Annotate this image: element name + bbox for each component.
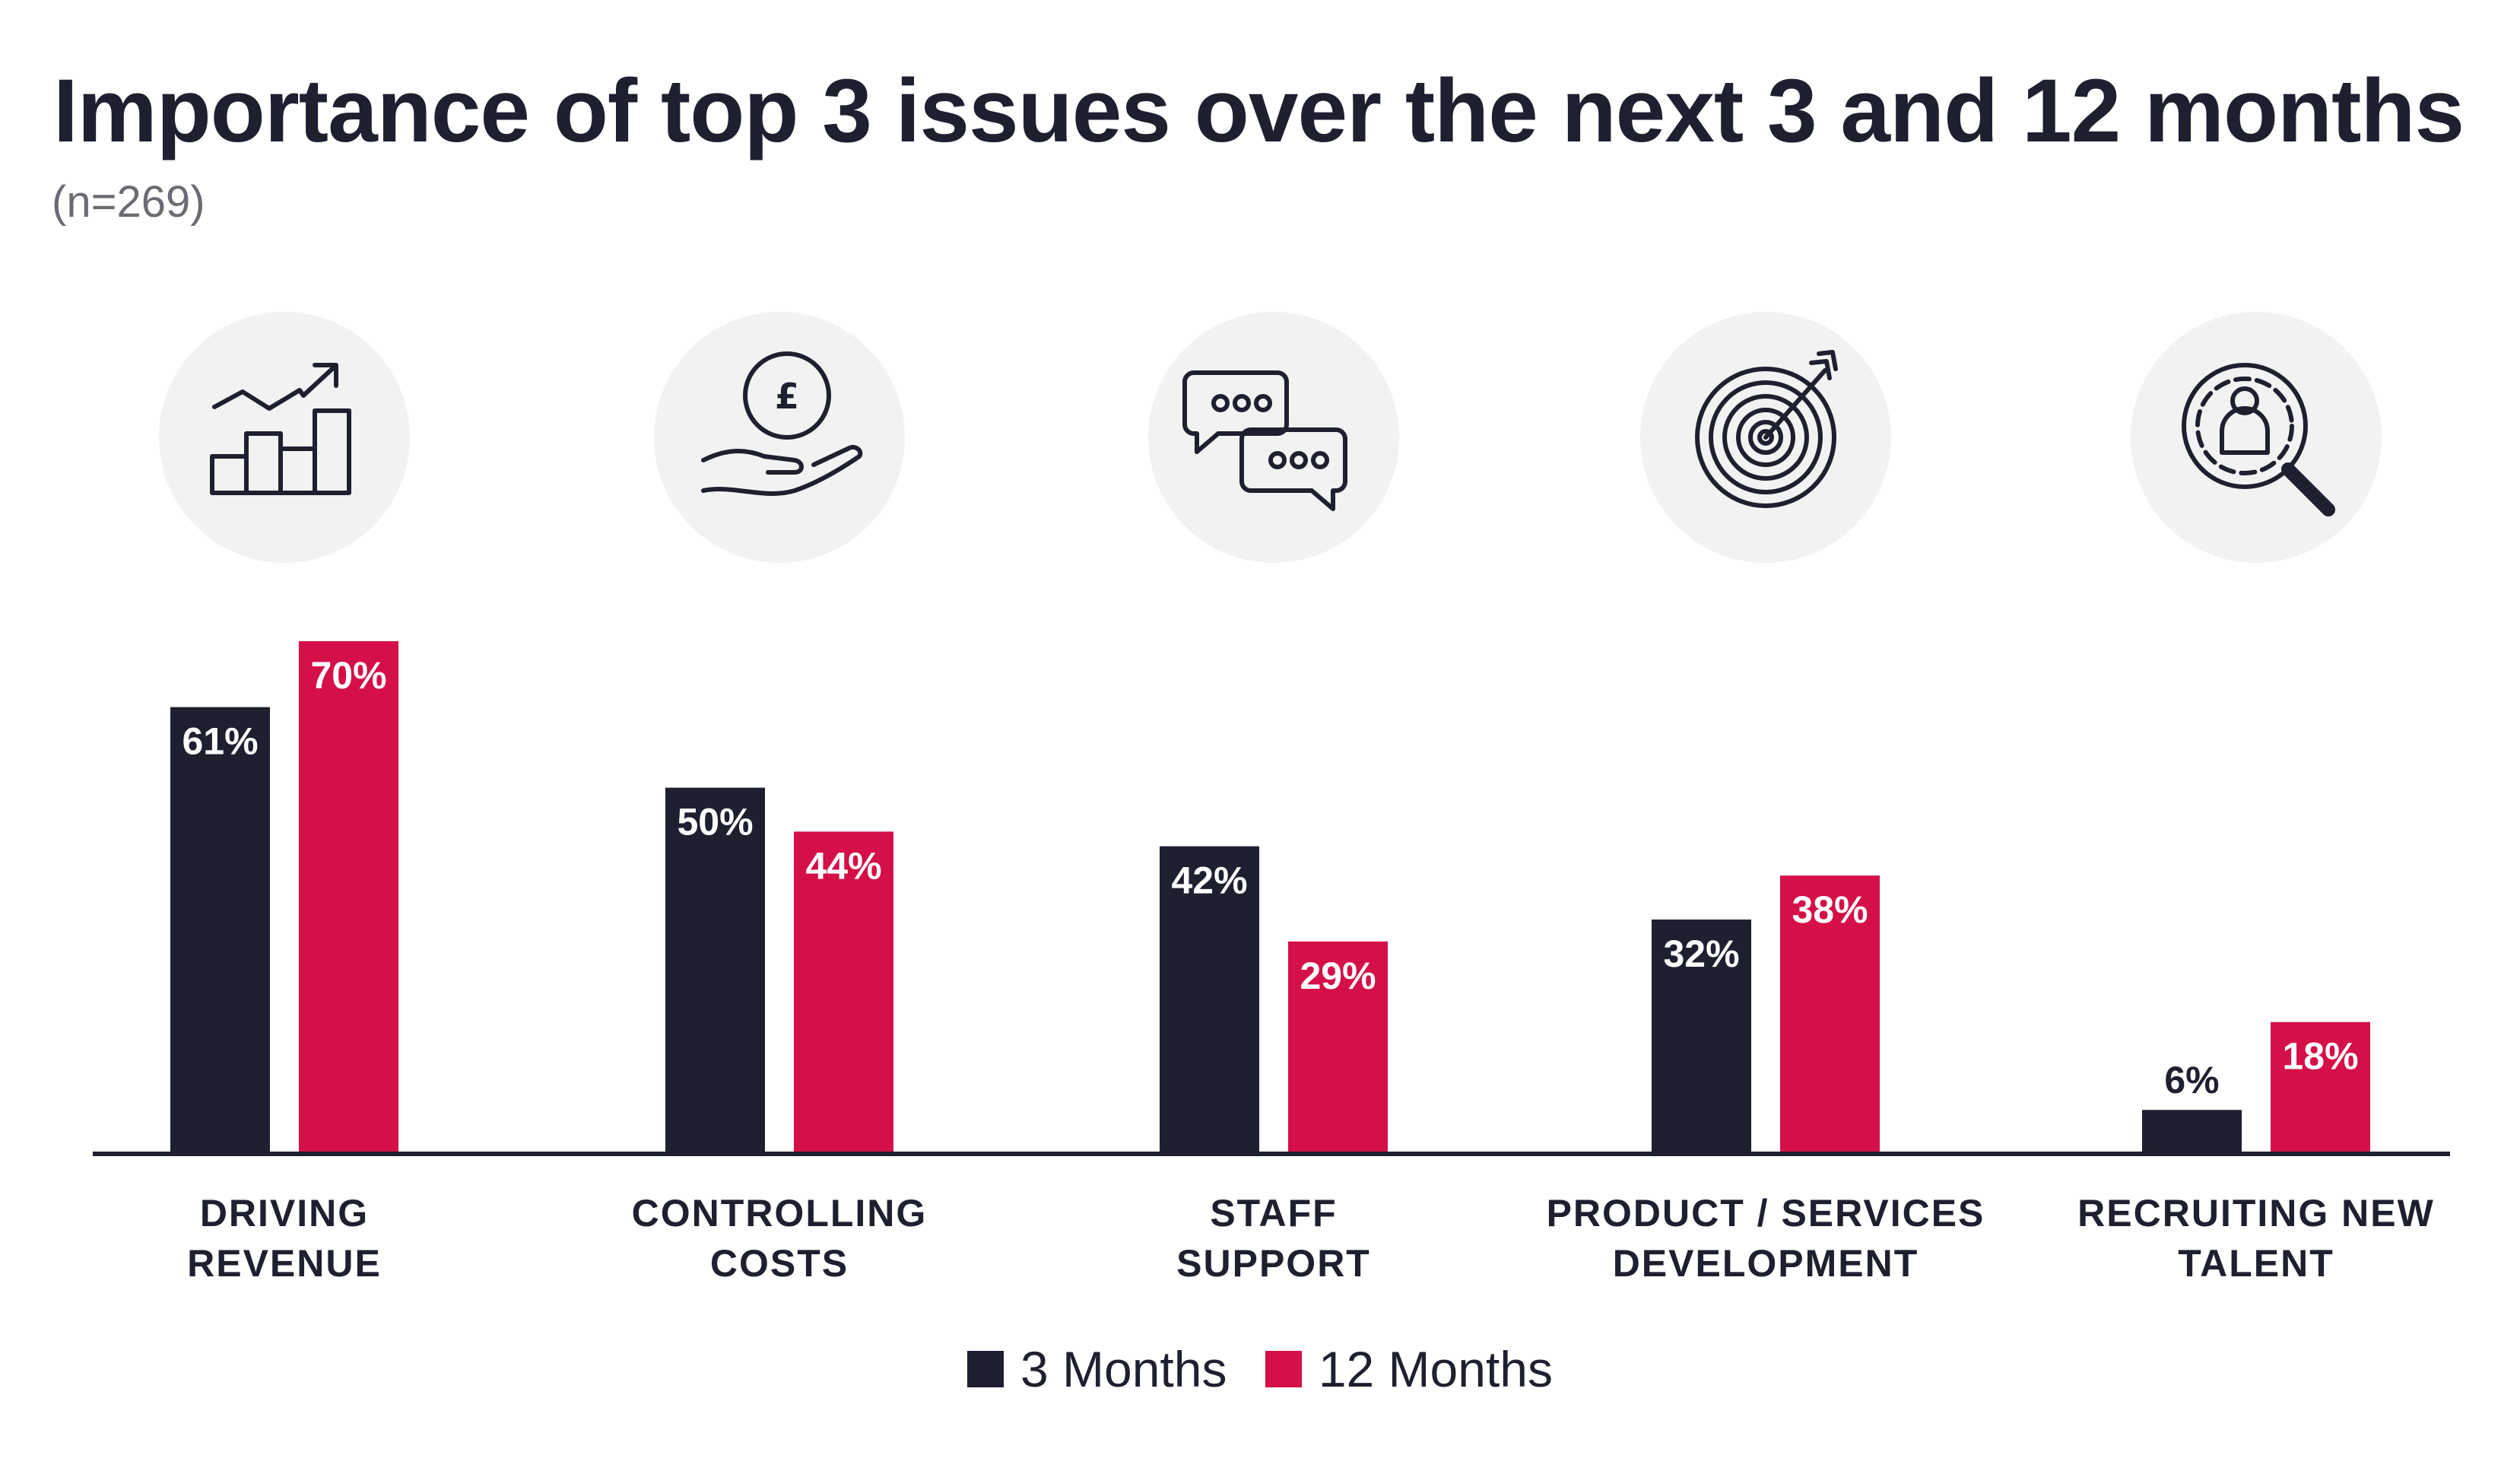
data-label-3-months-controlling-costs: 50% <box>677 801 753 844</box>
bar-12-months-recruiting-new-talent <box>2271 1022 2370 1154</box>
chart-title: Importance of top 3 issues over the next… <box>53 61 2464 161</box>
legend-swatch-12-months <box>1265 1351 1302 1387</box>
legend-item-12-months: 12 Months <box>1265 1340 1553 1398</box>
category-label-controlling-costs-line-1: CONTROLLING <box>632 1192 928 1234</box>
chart-subtitle: (n=269) <box>52 177 205 227</box>
target-arrow-icon <box>1640 312 1891 563</box>
bar-12-months-driving-revenue <box>299 641 398 1154</box>
legend-item-3-months: 3 Months <box>966 1340 1227 1398</box>
data-label-12-months-product-services-development: 38% <box>1792 888 1868 931</box>
growth-chart-icon <box>159 312 410 563</box>
bar-12-months-staff-support <box>1288 941 1388 1154</box>
category-label-recruiting-new-talent-line-2: TALENT <box>2178 1242 2334 1285</box>
bar-3-months-product-services-development <box>1652 919 1751 1154</box>
data-label-12-months-driving-revenue: 70% <box>310 654 386 697</box>
data-label-12-months-recruiting-new-talent: 18% <box>2282 1035 2358 1078</box>
legend: 3 Months 12 Months <box>0 1340 2520 1399</box>
category-label-staff-support-line-2: SUPPORT <box>1176 1242 1371 1285</box>
data-label-12-months-controlling-costs: 44% <box>805 844 881 887</box>
bar-3-months-staff-support <box>1160 846 1259 1154</box>
category-label-product-services-development-line-2: DEVELOPMENT <box>1613 1242 1919 1285</box>
bars-layer <box>170 641 2370 1154</box>
legend-label-3-months: 3 Months <box>1020 1341 1227 1397</box>
category-label-product-services-development-line-1: PRODUCT / SERVICES <box>1547 1192 1985 1234</box>
data-label-3-months-recruiting-new-talent: 6% <box>2164 1059 2219 1101</box>
chat-bubbles-icon <box>1148 312 1399 563</box>
data-label-3-months-product-services-development: 32% <box>1663 933 1739 975</box>
category-label-driving-revenue-line-2: REVENUE <box>187 1242 382 1285</box>
category-label-staff-support-line-1: STAFF <box>1210 1192 1337 1234</box>
bar-12-months-product-services-development <box>1780 875 1880 1154</box>
legend-swatch-3-months <box>966 1351 1004 1387</box>
bar-3-months-recruiting-new-talent <box>2142 1110 2242 1154</box>
bar-3-months-driving-revenue <box>170 707 270 1154</box>
bar-3-months-controlling-costs <box>665 787 765 1154</box>
pound-coin-hand-icon: £ <box>654 312 905 563</box>
category-label-driving-revenue-line-1: DRIVING <box>200 1192 369 1234</box>
magnifier-person-icon <box>2131 312 2382 563</box>
data-label-3-months-driving-revenue: 61% <box>182 720 258 763</box>
category-label-controlling-costs-line-2: COSTS <box>710 1242 849 1285</box>
svg-text:£: £ <box>775 376 799 417</box>
data-label-3-months-staff-support: 42% <box>1171 860 1247 902</box>
icons-layer: £ <box>159 312 2382 563</box>
data-label-12-months-staff-support: 29% <box>1300 955 1376 997</box>
category-label-recruiting-new-talent-line-1: RECRUITING NEW <box>2077 1192 2435 1234</box>
legend-label-12-months: 12 Months <box>1318 1341 1553 1397</box>
labels-layer: 61% 70% DRIVING REVENUE 50% 44% CONTROLLING COS… <box>182 654 2435 1285</box>
bar-12-months-controlling-costs <box>794 831 893 1154</box>
